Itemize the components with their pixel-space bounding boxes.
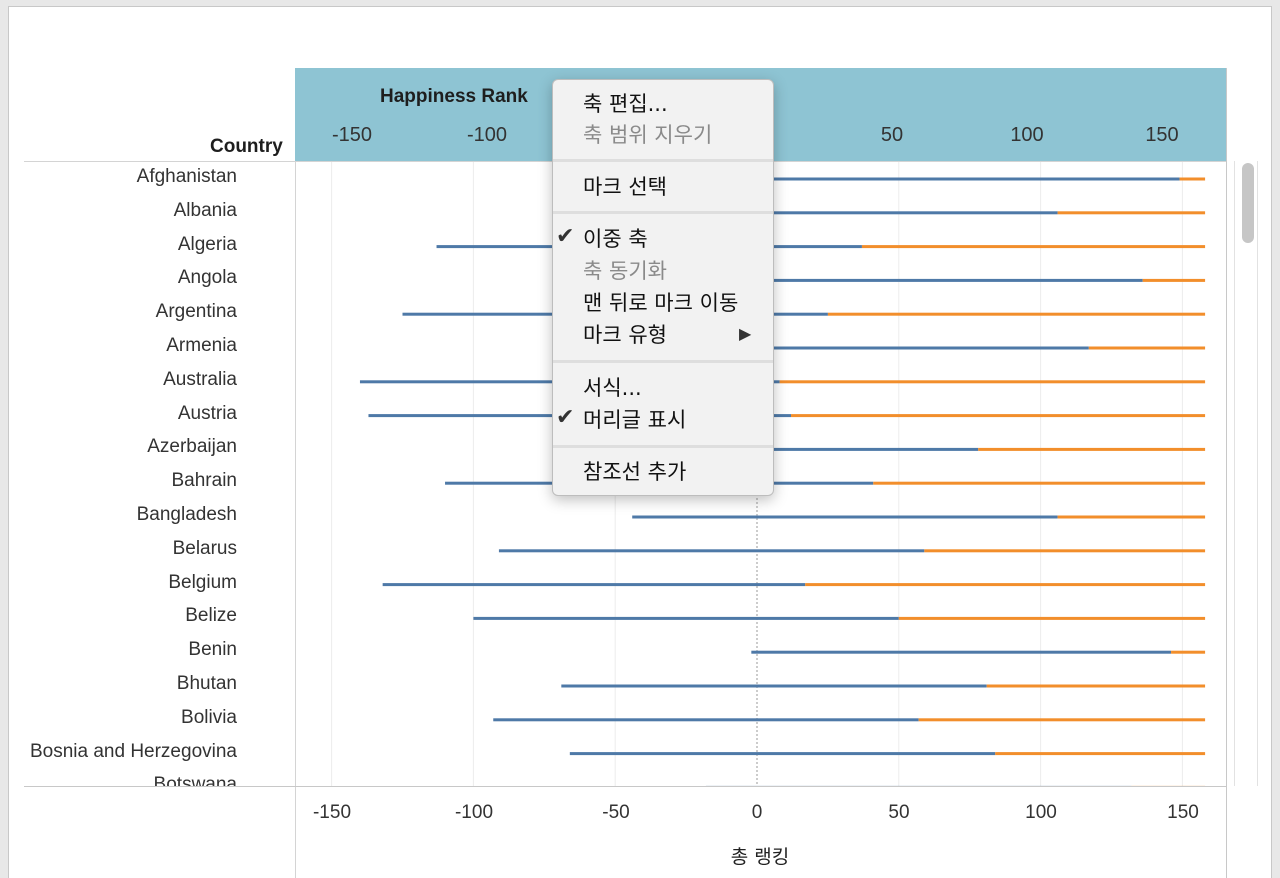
- bar-orange[interactable]: [995, 752, 1206, 756]
- top-axis-title: Happiness Rank: [380, 86, 528, 107]
- top-axis-tick: 100: [1010, 124, 1044, 146]
- menu-item-dual-axis[interactable]: 이중 축: [583, 227, 648, 251]
- country-label[interactable]: Afghanistan: [136, 166, 237, 187]
- country-label[interactable]: Armenia: [166, 335, 237, 356]
- bar-orange[interactable]: [1057, 515, 1206, 519]
- bottom-axis-tick: -50: [602, 802, 630, 823]
- bottom-axis-tick: 100: [1025, 802, 1057, 823]
- menu-item-format[interactable]: 서식...: [583, 376, 642, 400]
- country-column-header[interactable]: Country: [210, 136, 283, 157]
- menu-item-sync-axis[interactable]: 축 동기화: [583, 259, 667, 283]
- bar-orange[interactable]: [791, 414, 1206, 418]
- bar-blue[interactable]: [757, 278, 1143, 282]
- bar-orange[interactable]: [1057, 211, 1206, 215]
- bottom-axis-tick: -100: [454, 802, 494, 823]
- bar-blue[interactable]: [498, 549, 925, 553]
- country-label[interactable]: Algeria: [177, 233, 237, 255]
- country-label[interactable]: Angola: [177, 267, 237, 289]
- menu-item-edit-axis[interactable]: 축 편집...: [583, 92, 668, 116]
- bar-orange[interactable]: [779, 380, 1206, 384]
- row-header-divider: [295, 161, 296, 878]
- country-label[interactable]: Azerbaijan: [147, 436, 237, 458]
- bar-blue[interactable]: [757, 211, 1058, 215]
- country-label[interactable]: Botswana: [153, 774, 237, 786]
- country-label[interactable]: Belarus: [172, 537, 237, 559]
- bar-orange[interactable]: [805, 583, 1206, 587]
- menu-separator: [553, 445, 773, 448]
- bar-blue[interactable]: [757, 346, 1089, 350]
- menu-item-show-header[interactable]: 머리글 표시: [583, 408, 687, 432]
- bar-orange[interactable]: [986, 684, 1206, 688]
- menu-separator: [553, 159, 773, 162]
- menu-separator: [553, 360, 773, 363]
- country-label[interactable]: Bhutan: [176, 673, 237, 694]
- bar-blue[interactable]: [751, 650, 1172, 654]
- country-label[interactable]: Belize: [185, 605, 237, 627]
- bar-orange[interactable]: [978, 447, 1206, 451]
- menu-item-move-marks-back[interactable]: 맨 뒤로 마크 이동: [583, 291, 739, 315]
- bar-orange[interactable]: [1179, 177, 1206, 181]
- country-label[interactable]: Albania: [173, 199, 237, 221]
- top-axis-tick: 150: [1145, 124, 1179, 146]
- country-label[interactable]: Bolivia: [181, 706, 237, 728]
- bar-orange[interactable]: [918, 718, 1206, 722]
- bar-blue[interactable]: [569, 752, 996, 756]
- menu-separator: [553, 211, 773, 214]
- bar-blue[interactable]: [561, 684, 987, 688]
- vertical-scrollbar[interactable]: [1234, 161, 1258, 786]
- bar-orange[interactable]: [1171, 650, 1206, 654]
- submenu-arrow-icon: ▶: [739, 324, 752, 343]
- menu-item-mark-type[interactable]: 마크 유형: [583, 323, 667, 347]
- menu-item-add-reference-line[interactable]: 참조선 추가: [583, 460, 687, 484]
- country-label[interactable]: Austria: [177, 402, 237, 424]
- bar-orange[interactable]: [873, 481, 1206, 485]
- bar-orange[interactable]: [898, 616, 1206, 620]
- country-label[interactable]: Belgium: [168, 571, 237, 593]
- bottom-axis-tick: 50: [888, 802, 910, 823]
- country-label[interactable]: Benin: [188, 639, 237, 661]
- bottom-axis-title[interactable]: 총 랭킹: [730, 846, 790, 868]
- bar-orange[interactable]: [924, 549, 1206, 553]
- bar-blue[interactable]: [757, 447, 979, 451]
- country-label[interactable]: Bosnia and Herzegovina: [29, 740, 237, 762]
- check-icon: ✔: [556, 224, 575, 249]
- bar-blue[interactable]: [382, 583, 806, 587]
- bar-blue[interactable]: [757, 177, 1180, 181]
- check-icon: ✔: [556, 405, 575, 430]
- bar-orange[interactable]: [1088, 346, 1206, 350]
- top-axis-tick: -150: [331, 124, 373, 146]
- top-axis-tick: 50: [880, 124, 904, 146]
- right-border: [1226, 68, 1227, 878]
- bar-blue[interactable]: [473, 616, 899, 620]
- country-label[interactable]: Australia: [163, 368, 237, 390]
- bottom-axis-tick: 150: [1167, 802, 1199, 823]
- bottom-axis-tick: -150: [312, 802, 352, 823]
- country-label[interactable]: Argentina: [155, 301, 237, 323]
- country-label[interactable]: Bahrain: [171, 470, 238, 492]
- bar-orange[interactable]: [827, 312, 1206, 316]
- bar-orange[interactable]: [861, 245, 1206, 249]
- top-axis-tick: -100: [466, 124, 508, 146]
- menu-item-select-marks[interactable]: 마크 선택: [583, 175, 667, 199]
- menu-item-clear-axis-range[interactable]: 축 범위 지우기: [583, 123, 713, 147]
- bar-blue[interactable]: [493, 718, 919, 722]
- axis-divider: [24, 786, 1227, 787]
- bottom-axis-tick: 0: [751, 802, 763, 823]
- country-label[interactable]: Bangladesh: [136, 504, 237, 525]
- scrollbar-thumb[interactable]: [1242, 163, 1254, 243]
- bar-orange[interactable]: [1142, 278, 1206, 282]
- axis-context-menu: 축 편집... 축 범위 지우기 마크 선택 ✔ 이중 축 축 동기화 맨 뒤로…: [552, 79, 774, 496]
- bar-blue[interactable]: [632, 515, 1058, 519]
